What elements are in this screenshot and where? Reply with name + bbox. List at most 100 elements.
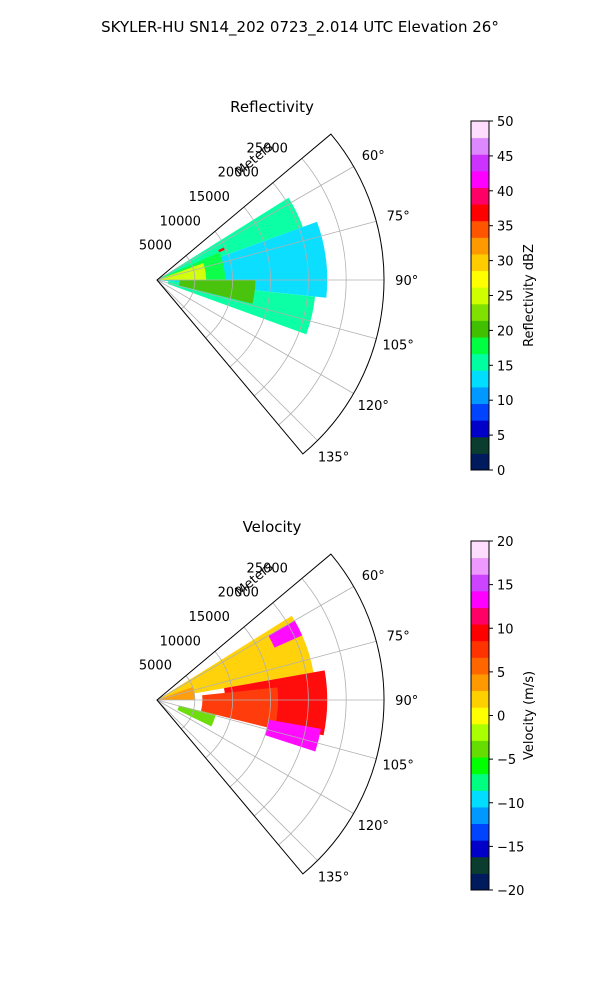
colorbar-segment xyxy=(471,303,489,321)
colorbar-segment xyxy=(471,237,489,255)
echo-field xyxy=(157,615,328,752)
colorbar-segment xyxy=(471,673,489,692)
colorbar-segment xyxy=(471,403,489,421)
echo-region xyxy=(268,620,303,648)
colorbar-segment xyxy=(471,137,489,155)
radial-tick-label: 5000 xyxy=(139,659,172,674)
echo-region xyxy=(167,281,316,335)
radial-tick-label: 25000 xyxy=(247,141,288,156)
colorbar-segment xyxy=(471,773,489,791)
angle-tick-label: 75° xyxy=(387,629,410,644)
radial-tick-label: 20000 xyxy=(218,166,259,181)
azimuth-spoke xyxy=(156,279,318,441)
colorbar-segment xyxy=(471,541,489,559)
colorbar-segment xyxy=(471,436,489,454)
range-ring xyxy=(205,231,234,339)
colorbar-segment xyxy=(471,840,489,858)
colorbar-segment xyxy=(471,187,489,205)
angle-tick-label: 60° xyxy=(362,149,385,164)
range-ring xyxy=(254,602,309,817)
azimuth-spoke xyxy=(156,279,377,340)
radial-tick-label: 20000 xyxy=(218,586,259,601)
angle-tick-label: 75° xyxy=(387,209,410,224)
colorbar-segment xyxy=(471,420,489,438)
azimuth-spoke xyxy=(156,279,354,394)
angle-tick-label: 135° xyxy=(318,451,349,466)
colorbar-tick-label: 5 xyxy=(497,666,505,681)
colorbar-segment xyxy=(471,370,489,388)
echo-region xyxy=(201,687,279,730)
range-ring xyxy=(278,158,347,426)
colorbar-tick-label: 0 xyxy=(497,464,505,479)
colorbar-segment xyxy=(471,806,489,825)
colorbar-segment xyxy=(471,590,489,608)
panel-title: Velocity xyxy=(243,518,302,536)
colorbar-tick-label: 15 xyxy=(497,359,514,374)
range-ring xyxy=(229,206,271,368)
colorbar-label: Velocity (m/s) xyxy=(522,671,537,760)
range-ring xyxy=(229,626,271,788)
colorbar-segment xyxy=(471,170,489,188)
azimuth-spoke xyxy=(156,699,354,814)
colorbar-segment xyxy=(471,707,489,725)
azimuth-spoke xyxy=(156,699,377,760)
angle-tick-label: 60° xyxy=(362,569,385,584)
echo-region xyxy=(179,280,256,304)
figure-title: SKYLER-HU SN14_202 0723_2.014 UTC Elevat… xyxy=(101,18,499,37)
colorbar-tick-label: 5 xyxy=(497,429,505,444)
colorbar-segment xyxy=(471,287,489,305)
colorbar-tick-label: 20 xyxy=(497,324,514,339)
colorbar-segment xyxy=(471,873,489,891)
colorbar-tick-label: −15 xyxy=(497,840,524,855)
echo-region xyxy=(264,719,321,752)
colorbar-segment xyxy=(471,121,489,139)
colorbar-segment xyxy=(471,453,489,471)
colorbar-tick-label: 30 xyxy=(497,255,514,270)
colorbar-tick-label: 45 xyxy=(497,150,514,165)
colorbar-tick-label: −10 xyxy=(497,797,524,812)
azimuth-spoke xyxy=(156,640,377,701)
range-ring xyxy=(278,578,347,846)
azimuth-spoke xyxy=(156,586,354,701)
radial-tick-label: 5000 xyxy=(139,239,172,254)
angle-tick-label: 135° xyxy=(318,871,349,886)
azimuth-spoke xyxy=(156,220,377,281)
colorbar-tick-label: 40 xyxy=(497,185,514,200)
colorbar-segment xyxy=(471,624,489,642)
colorbar-segment xyxy=(471,640,489,658)
colorbar-tick-label: 20 xyxy=(497,535,514,550)
colorbar-segment xyxy=(471,607,489,625)
angle-tick-label: 90° xyxy=(395,274,418,289)
sector-frame xyxy=(156,553,385,875)
colorbar-segment xyxy=(471,740,489,758)
colorbar-segment xyxy=(471,790,489,808)
panel-title: Reflectivity xyxy=(230,98,314,116)
echo-region xyxy=(218,247,225,253)
echo-region xyxy=(157,687,195,700)
panel-reflectivity: Reflectivity500010000150002000025000Mete… xyxy=(139,98,537,479)
sector-frame xyxy=(156,133,385,455)
colorbar-segment xyxy=(471,320,489,338)
colorbar-tick-label: 10 xyxy=(497,622,514,637)
colorbar-segment xyxy=(471,337,489,355)
colorbar-tick-label: 15 xyxy=(497,579,514,594)
range-ring xyxy=(205,651,234,759)
azimuth-spoke xyxy=(156,166,354,281)
colorbar-segment xyxy=(471,270,489,288)
colorbar-segment xyxy=(471,690,489,708)
angle-tick-label: 105° xyxy=(383,759,414,774)
colorbar: 0 5 10 15 20 25 30 35 40 45 50 Reflectivity dBZ xyxy=(470,115,537,479)
echo-region xyxy=(157,197,303,280)
colorbar-segment xyxy=(471,220,489,238)
colorbar-segment xyxy=(471,253,489,272)
colorbar-segment xyxy=(471,557,489,575)
colorbar-segment xyxy=(471,386,489,405)
azimuth-spoke xyxy=(156,699,318,861)
radial-tick-label: 25000 xyxy=(247,561,288,576)
angle-tick-label: 120° xyxy=(358,819,389,834)
colorbar-tick-label: 25 xyxy=(497,290,514,305)
echo-region xyxy=(157,263,207,280)
echo-field xyxy=(157,197,328,335)
